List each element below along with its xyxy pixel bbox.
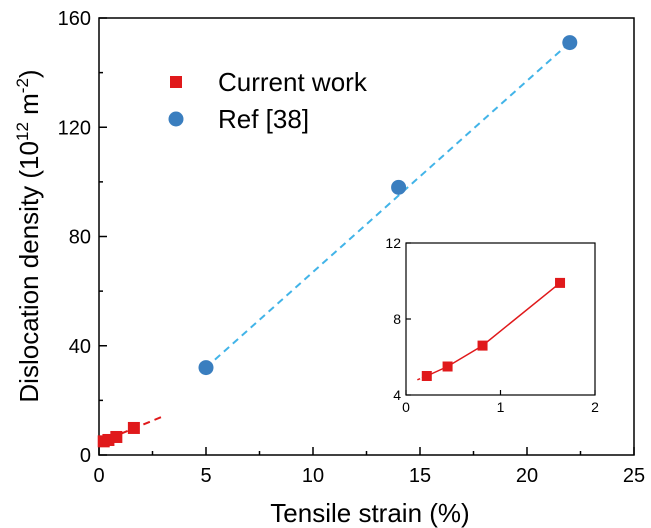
data-point bbox=[127, 421, 140, 434]
inset-data-point bbox=[555, 277, 566, 288]
legend: Current work Ref [38] bbox=[168, 67, 368, 134]
y-axis-title-main: Dislocation density (10 bbox=[14, 141, 44, 403]
y-tick-label: 0 bbox=[80, 445, 91, 467]
data-point bbox=[198, 360, 214, 376]
y-axis-title-end: ) bbox=[14, 69, 44, 78]
inset-y-tick-label: 8 bbox=[393, 311, 401, 327]
data-point bbox=[391, 179, 407, 195]
inset-data-point bbox=[421, 371, 432, 381]
x-tick-label: 10 bbox=[302, 465, 324, 487]
x-tick-label: 25 bbox=[623, 465, 645, 487]
x-tick-label: 15 bbox=[409, 465, 431, 487]
series-1 bbox=[198, 35, 578, 376]
y-tick-label: 160 bbox=[58, 8, 91, 30]
inset-data-point bbox=[442, 361, 453, 372]
data-point bbox=[562, 35, 578, 51]
inset-series-0 bbox=[417, 277, 566, 381]
legend-marker-0 bbox=[170, 76, 182, 88]
y-tick-label: 80 bbox=[69, 227, 91, 249]
legend-label-0: Current work bbox=[218, 67, 368, 97]
y-axis-title: Dislocation density (1012 m-2) bbox=[13, 69, 44, 402]
inset-data-point bbox=[477, 340, 488, 351]
y-tick-label: 40 bbox=[69, 336, 91, 358]
legend-label-1: Ref [38] bbox=[218, 104, 309, 134]
y-axis-title-mid: m bbox=[14, 93, 44, 122]
x-axis-title: Tensile strain (%) bbox=[270, 498, 469, 528]
inset-y-tick-label: 4 bbox=[393, 387, 401, 403]
legend-marker-1 bbox=[168, 111, 184, 127]
inset-x-tick-label: 2 bbox=[591, 399, 599, 415]
inset-y-tick-label: 12 bbox=[385, 235, 401, 251]
data-point bbox=[110, 430, 123, 443]
x-tick-label: 5 bbox=[200, 465, 211, 487]
inset-x-tick-label: 1 bbox=[497, 399, 505, 415]
y-tick-label: 120 bbox=[58, 117, 91, 139]
series-0 bbox=[97, 414, 166, 448]
trend-line bbox=[205, 41, 571, 369]
inset-series-line bbox=[426, 282, 561, 377]
x-tick-label: 20 bbox=[516, 465, 538, 487]
inset-x-tick-label: 0 bbox=[402, 399, 410, 415]
x-tick-label: 0 bbox=[93, 465, 104, 487]
y-axis-title-exp1: 12 bbox=[13, 122, 32, 141]
y-axis-title-exp2: -2 bbox=[13, 78, 32, 93]
